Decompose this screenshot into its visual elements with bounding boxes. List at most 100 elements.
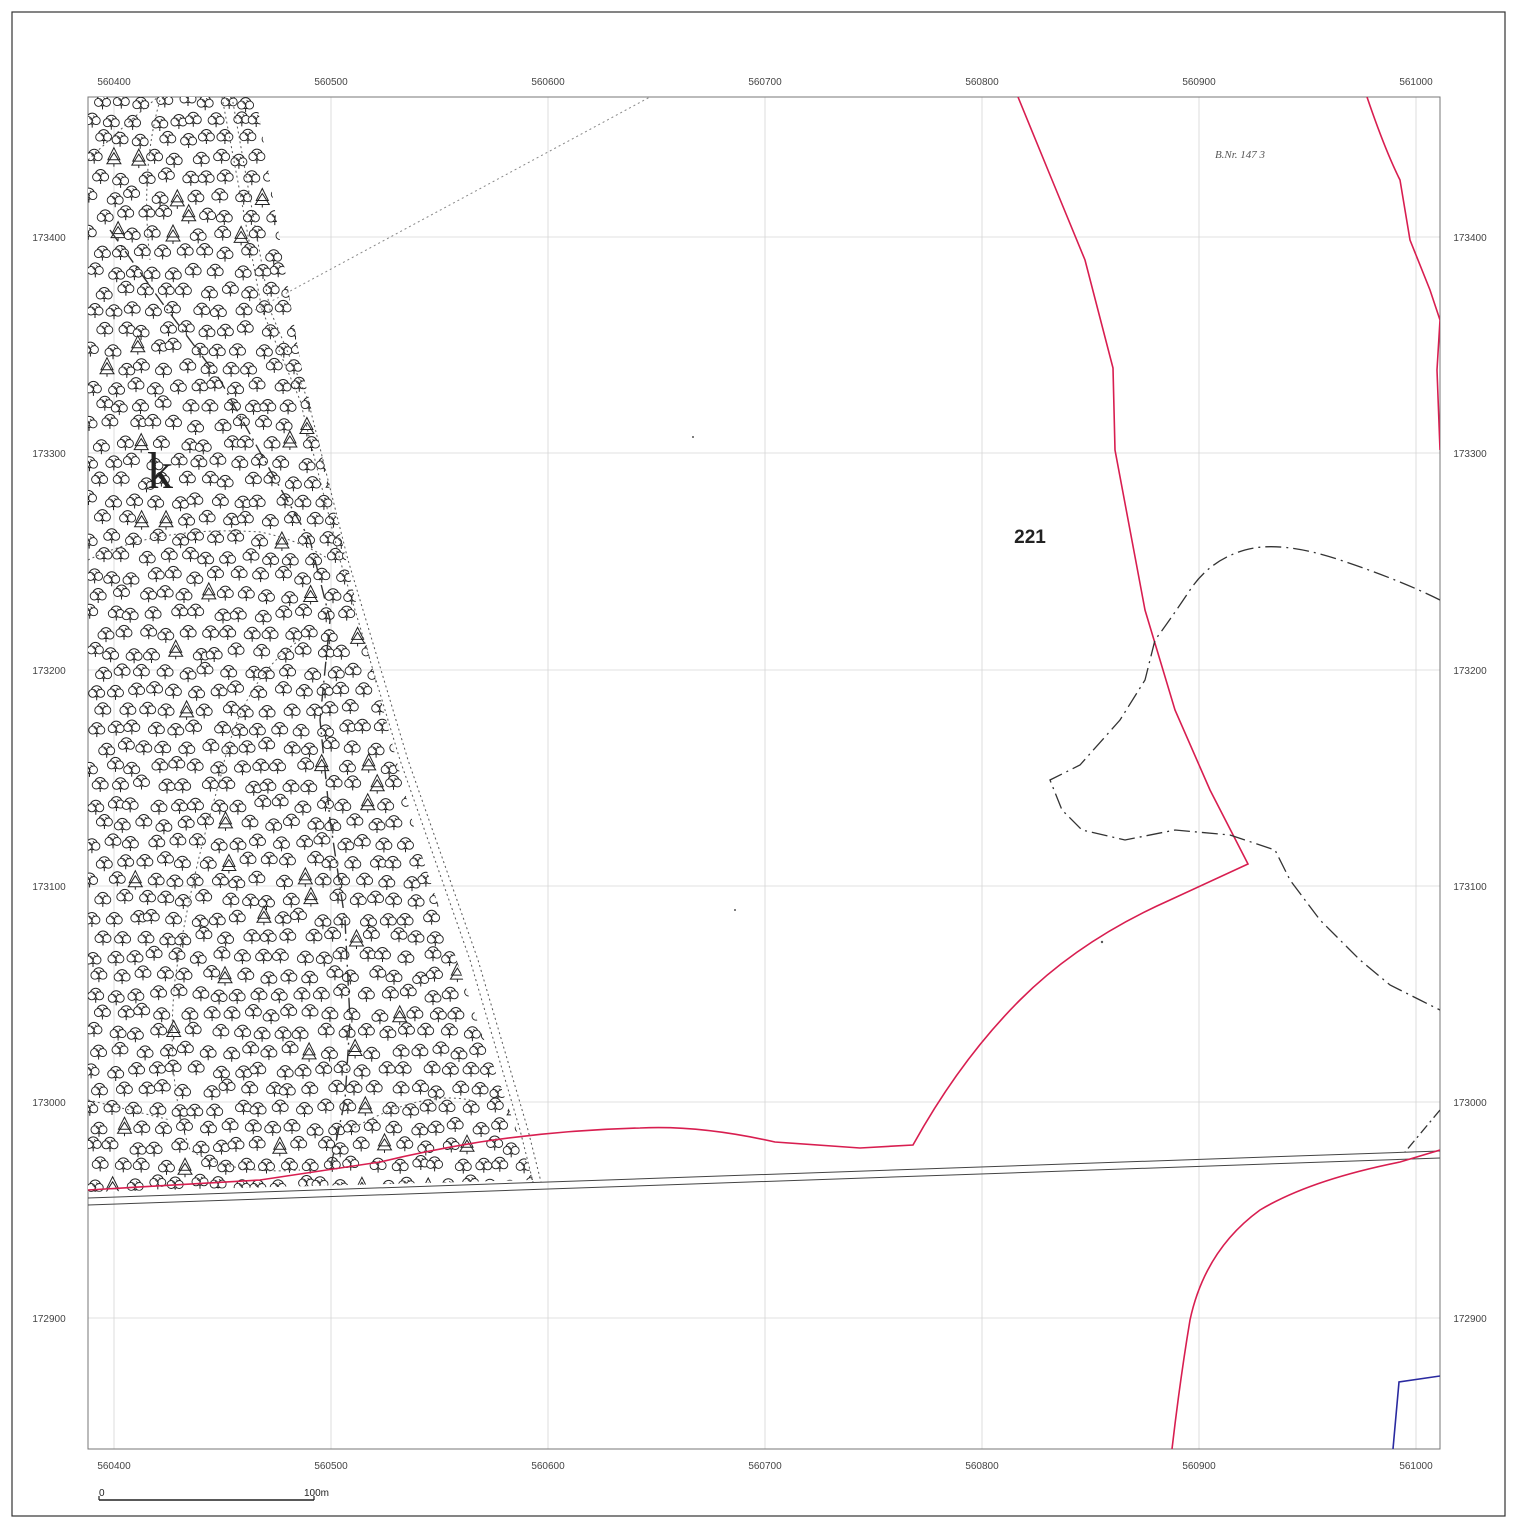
deciduous-tree-icon: [364, 283, 382, 300]
deciduous-tree-icon: [324, 818, 342, 835]
deciduous-tree-icon: [482, 683, 500, 700]
deciduous-tree-icon: [492, 210, 510, 226]
deciduous-tree-icon: [287, 324, 304, 340]
deciduous-tree-icon: [260, 971, 278, 987]
deciduous-tree-icon: [164, 1059, 182, 1076]
deciduous-tree-icon: [171, 603, 189, 620]
deciduous-tree-icon: [265, 357, 283, 374]
deciduous-tree-icon: [137, 930, 155, 947]
deciduous-tree-icon: [525, 1173, 533, 1190]
deciduous-tree-icon: [353, 1064, 371, 1080]
deciduous-tree-icon: [157, 282, 175, 298]
deciduous-tree-icon: [88, 148, 103, 165]
deciduous-tree-icon: [258, 1158, 275, 1174]
deciduous-tree-icon: [469, 1042, 487, 1058]
deciduous-tree-icon: [418, 609, 436, 626]
deciduous-tree-icon: [144, 303, 162, 320]
deciduous-tree-icon: [155, 204, 173, 220]
deciduous-tree-icon: [431, 743, 449, 759]
deciduous-tree-icon: [331, 1179, 349, 1192]
forest-letter: k: [147, 443, 173, 500]
deciduous-tree-icon: [343, 1120, 360, 1136]
deciduous-tree-icon: [484, 305, 502, 321]
deciduous-tree-icon: [536, 815, 552, 830]
deciduous-tree-icon: [475, 818, 492, 835]
deciduous-tree-icon: [469, 209, 487, 226]
deciduous-tree-icon: [290, 907, 307, 924]
deciduous-tree-icon: [155, 362, 172, 379]
deciduous-tree-icon: [394, 302, 412, 318]
deciduous-tree-icon: [422, 225, 440, 241]
deciduous-tree-icon: [258, 705, 276, 721]
deciduous-tree-icon: [187, 420, 205, 436]
deciduous-tree-icon: [369, 97, 387, 109]
deciduous-tree-icon: [187, 797, 204, 814]
deciduous-tree-icon: [206, 1103, 224, 1120]
conifer-tree-icon: [524, 1096, 533, 1117]
deciduous-tree-icon: [187, 603, 205, 620]
deciduous-tree-icon: [227, 642, 245, 658]
deciduous-tree-icon: [300, 624, 318, 641]
deciduous-tree-icon: [360, 263, 378, 279]
deciduous-tree-icon: [217, 931, 235, 947]
deciduous-tree-icon: [357, 986, 375, 1003]
deciduous-tree-icon: [362, 511, 380, 527]
deciduous-tree-icon: [468, 247, 486, 263]
deciduous-tree-icon: [370, 855, 387, 871]
deciduous-tree-icon: [107, 1066, 125, 1082]
deciduous-tree-icon: [513, 818, 531, 834]
deciduous-tree-icon: [102, 647, 120, 663]
deciduous-tree-icon: [192, 151, 210, 168]
deciduous-tree-icon: [293, 263, 311, 279]
deciduous-tree-icon: [346, 813, 364, 829]
deciduous-tree-icon: [91, 471, 109, 487]
deciduous-tree-icon: [526, 417, 533, 434]
conifer-tree-icon: [218, 811, 233, 832]
deciduous-tree-icon: [89, 588, 107, 604]
deciduous-tree-icon: [139, 889, 157, 906]
deciduous-tree-icon: [397, 414, 415, 431]
deciduous-tree-icon: [494, 169, 512, 186]
deciduous-tree-icon: [523, 304, 533, 320]
deciduous-tree-icon: [509, 967, 527, 983]
deciduous-tree-icon: [449, 168, 467, 184]
deciduous-tree-icon: [391, 628, 409, 644]
deciduous-tree-icon: [446, 550, 464, 566]
deciduous-tree-icon: [378, 376, 395, 392]
deciduous-tree-icon: [245, 780, 263, 797]
conifer-tree-icon: [540, 207, 554, 226]
deciduous-tree-icon: [512, 284, 530, 301]
deciduous-tree-icon: [295, 304, 313, 321]
deciduous-tree-icon: [306, 173, 324, 189]
deciduous-tree-icon: [527, 568, 533, 585]
deciduous-tree-icon: [103, 1100, 121, 1116]
deciduous-tree-icon: [255, 300, 273, 316]
y-label-right: 173200: [1453, 666, 1487, 677]
deciduous-tree-icon: [274, 379, 292, 395]
deciduous-tree-icon: [121, 836, 139, 852]
deciduous-tree-icon: [381, 568, 398, 584]
deciduous-tree-icon: [248, 494, 266, 511]
deciduous-tree-icon: [518, 584, 533, 601]
deciduous-tree-icon: [518, 321, 533, 337]
deciduous-tree-icon: [259, 929, 277, 945]
deciduous-tree-icon: [450, 435, 468, 452]
deciduous-tree-icon: [343, 589, 361, 605]
deciduous-tree-icon: [338, 1025, 356, 1041]
deciduous-tree-icon: [511, 931, 529, 948]
deciduous-tree-icon: [93, 245, 111, 262]
deciduous-tree-icon: [379, 115, 397, 132]
conifer-tree-icon: [110, 221, 126, 242]
deciduous-tree-icon: [230, 565, 248, 582]
deciduous-tree-icon: [95, 666, 113, 683]
deciduous-tree-icon: [373, 718, 391, 735]
x-label-top: 561000: [1399, 77, 1433, 88]
conifer-tree-icon: [403, 108, 419, 129]
deciduous-tree-icon: [376, 527, 394, 544]
deciduous-tree-icon: [241, 814, 259, 831]
deciduous-tree-icon: [450, 816, 468, 833]
deciduous-tree-icon: [254, 609, 272, 626]
conifer-tree-icon: [350, 626, 366, 647]
deciduous-tree-icon: [90, 1121, 108, 1138]
page-border: [11, 11, 1506, 1517]
